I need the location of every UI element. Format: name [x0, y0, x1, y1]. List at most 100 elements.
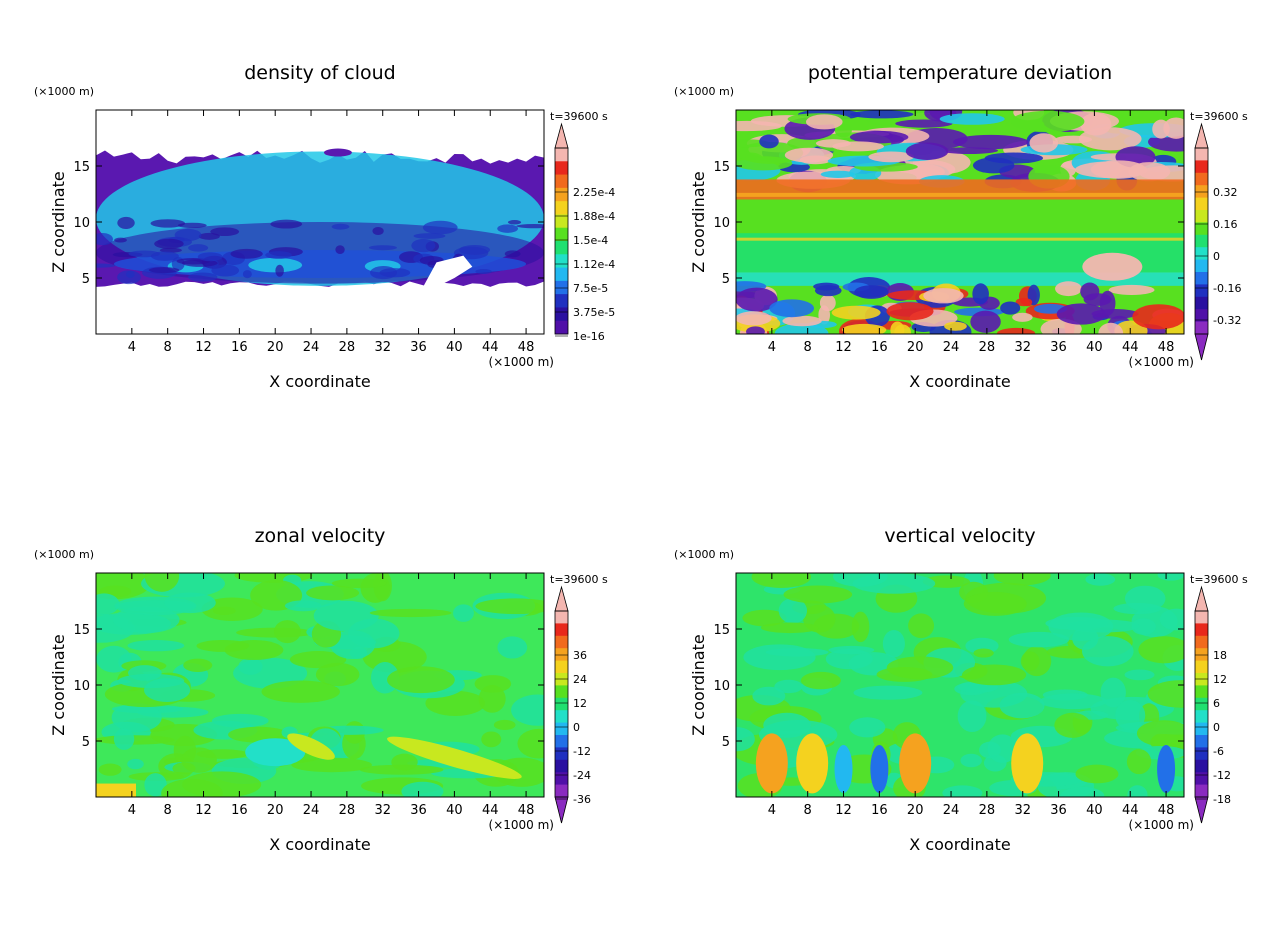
colorbar-swatch [555, 623, 568, 637]
theta-blob [1078, 127, 1142, 151]
x-tick-label: 44 [482, 803, 499, 818]
colorbar-bottom-arrow [1194, 796, 1209, 824]
x-tick-label: 32 [1014, 803, 1031, 818]
x-tick-label: 16 [871, 803, 888, 818]
velocity-blob [474, 675, 512, 693]
cloud-texture [96, 232, 113, 246]
theta-blob [819, 294, 836, 312]
x-tick-label: 12 [835, 340, 852, 355]
x-axis-label: X coordinate [909, 835, 1010, 854]
velocity-blob [1085, 573, 1116, 586]
velocity-blob [475, 598, 544, 615]
velocity-blob [963, 591, 1027, 616]
theta-blob [842, 323, 887, 334]
x-tick-label: 24 [943, 340, 960, 355]
colorbar-label: 1.88e-4 [573, 210, 615, 223]
panel-title: potential temperature deviation [808, 62, 1112, 84]
velocity-blob [387, 736, 522, 779]
cloud-texture [370, 266, 397, 280]
colorbar-swatch [1195, 210, 1208, 223]
velocity-blob [493, 757, 544, 787]
cloud-texture [331, 223, 350, 230]
colorbar-label: 7.5e-5 [573, 282, 608, 295]
theta-blob [1012, 312, 1033, 322]
velocity-blob [291, 757, 372, 773]
velocity-blob [1020, 651, 1040, 671]
colorbar-top-arrow [1194, 122, 1209, 149]
colorbar-swatch [555, 648, 568, 662]
colorbar-frame [1194, 610, 1209, 798]
y-tick-label: 10 [713, 216, 730, 231]
velocity-blob [1081, 636, 1134, 667]
colorbar-swatch [1195, 685, 1208, 699]
x-tick-label: 32 [374, 803, 391, 818]
x-tick-label: 40 [1086, 803, 1103, 818]
cloud-texture [154, 238, 184, 249]
x-tick-label: 48 [518, 803, 535, 818]
velocity-blob [1115, 700, 1146, 731]
theta-blob [746, 326, 765, 334]
colorbar-swatch [1195, 160, 1208, 174]
x-tick-label: 12 [195, 340, 212, 355]
velocity-blob [1159, 608, 1184, 631]
colorbar-swatch [555, 241, 568, 255]
colorbar-top-arrow [554, 122, 569, 149]
velocity-blob [742, 609, 787, 627]
y-tick-label: 5 [722, 735, 730, 750]
velocity-blob [387, 666, 455, 694]
velocity-blob [1048, 612, 1114, 641]
velocity-blob [1008, 631, 1070, 648]
colorbar-swatch [1195, 648, 1208, 662]
colorbar-swatch [555, 747, 568, 761]
theta-blob [1090, 160, 1147, 179]
velocity-blob [245, 738, 306, 767]
colorbar-bottom-arrow [554, 796, 569, 824]
x-tick-label: 36 [410, 803, 427, 818]
velocity-blob [778, 598, 808, 624]
x-tick-label: 40 [1086, 340, 1103, 355]
colorbar-label: 1.5e-4 [573, 234, 608, 247]
theta-blob [1098, 322, 1124, 334]
velocity-blob [287, 733, 335, 760]
theta-blob [1010, 110, 1085, 133]
cloud-texture [270, 219, 303, 229]
x-tick-label: 36 [1050, 340, 1067, 355]
x-tick-label: 28 [339, 803, 356, 818]
cloud-texture [413, 233, 446, 239]
theta-blob [759, 134, 779, 149]
x-tick-label: 8 [164, 803, 172, 818]
colorbar-swatch [555, 685, 568, 699]
colorbar-swatch [555, 722, 568, 736]
colorbar-label: -6 [1213, 745, 1224, 758]
colorbar-swatch [555, 320, 568, 335]
x-tick-label: 24 [303, 803, 320, 818]
cloud-patch [323, 148, 352, 157]
velocity-blob [144, 773, 167, 797]
colorbar-swatch [1195, 172, 1208, 186]
cloud-texture [150, 219, 186, 228]
plot-area [736, 573, 1184, 797]
colorbar-top-arrow [1194, 585, 1209, 612]
x-tick-label: 44 [1122, 340, 1139, 355]
velocity-blob [736, 727, 755, 752]
cloud-texture [150, 251, 179, 261]
colorbar-swatch [555, 635, 568, 649]
theta-blob [854, 285, 889, 299]
velocity-blob [481, 731, 502, 748]
theta-blob [944, 321, 967, 331]
theta-blob [849, 130, 909, 144]
x-tick-label: 44 [482, 340, 499, 355]
y-tick-label: 15 [73, 160, 90, 175]
velocity-blob [284, 600, 322, 612]
x-tick-label: 4 [128, 340, 136, 355]
colorbar-swatch [555, 161, 568, 176]
theta-blob [972, 157, 1015, 174]
colorbar-swatch [1195, 673, 1208, 686]
x-tick-label: 20 [267, 803, 284, 818]
theta-blob [923, 288, 964, 304]
velocity-blob [330, 630, 376, 660]
time-label: t=39600 s [1190, 573, 1248, 586]
colorbar-swatch [1195, 635, 1208, 649]
